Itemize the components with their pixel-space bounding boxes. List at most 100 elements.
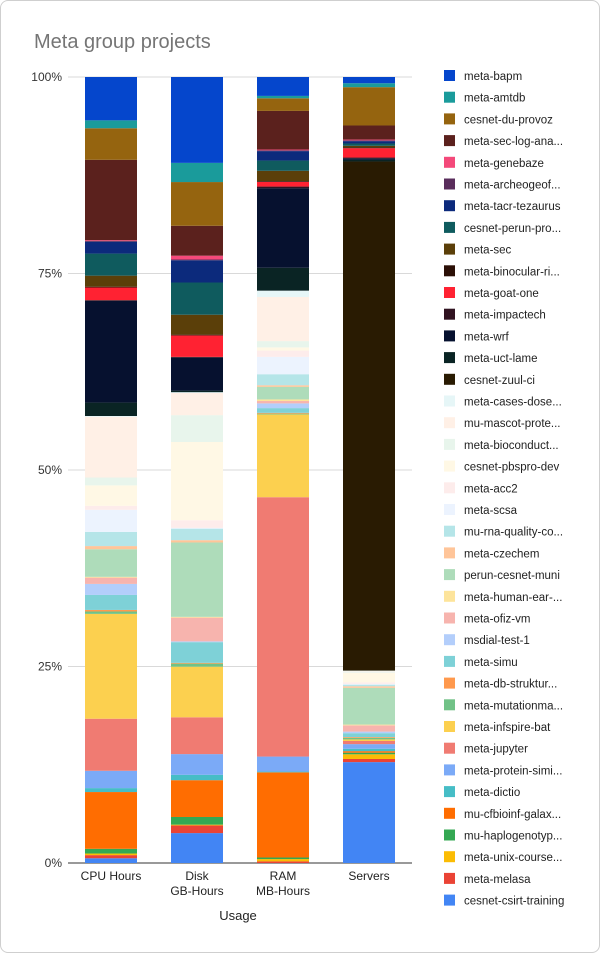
bar-segment[interactable]	[85, 611, 137, 614]
bar-segment[interactable]	[171, 663, 223, 667]
bar-segment[interactable]	[85, 286, 137, 288]
bar-segment[interactable]	[85, 583, 137, 595]
bar-segment[interactable]	[257, 267, 309, 291]
bar-segment[interactable]	[171, 540, 223, 543]
bar-segment[interactable]	[343, 683, 395, 685]
bar-segment[interactable]	[85, 416, 137, 478]
legend-item[interactable]: meta-sec-log-ana...	[444, 135, 563, 148]
legend-item[interactable]: meta-protein-simi...	[444, 764, 562, 777]
bar-segment[interactable]	[171, 282, 223, 315]
legend-item[interactable]: meta-ofiz-vm	[444, 612, 530, 626]
bar-segment[interactable]	[257, 186, 309, 189]
bar-segment[interactable]	[171, 442, 223, 521]
bar-segment[interactable]	[343, 682, 395, 684]
bar-segment[interactable]	[257, 497, 309, 757]
bar-segment[interactable]	[343, 684, 395, 687]
bar-segment[interactable]	[171, 259, 223, 261]
legend-item[interactable]: meta-dictio	[444, 786, 520, 799]
legend-item[interactable]: cesnet-du-provoz	[444, 113, 553, 126]
bar-segment[interactable]	[85, 241, 137, 254]
bar-segment[interactable]	[171, 816, 223, 825]
bar-segment[interactable]	[85, 485, 137, 506]
bar-segment[interactable]	[343, 143, 395, 146]
legend-item[interactable]: mu-haplogenotyp...	[444, 829, 562, 843]
bar-segment[interactable]	[85, 120, 137, 129]
bar-segment[interactable]	[85, 549, 137, 577]
bar-segment[interactable]	[85, 855, 137, 859]
bar-segment[interactable]	[257, 399, 309, 402]
legend-item[interactable]: meta-bioconduct...	[444, 438, 559, 452]
legend-item[interactable]: perun-cesnet-muni	[444, 569, 560, 582]
bar-segment[interactable]	[85, 505, 137, 510]
bar-segment[interactable]	[85, 402, 137, 416]
bar-segment[interactable]	[85, 594, 137, 610]
bar-segment[interactable]	[85, 609, 137, 612]
bar-segment[interactable]	[85, 415, 137, 417]
bar-segment[interactable]	[85, 275, 137, 287]
bar-segment[interactable]	[257, 188, 309, 268]
legend-item[interactable]: msdial-test-1	[444, 634, 530, 647]
bar-segment[interactable]	[257, 341, 309, 348]
legend-item[interactable]: meta-amtdb	[444, 91, 525, 105]
bar-segment[interactable]	[171, 666, 223, 718]
bar-segment[interactable]	[85, 509, 137, 532]
bar-segment[interactable]	[343, 159, 395, 162]
bar-segment[interactable]	[343, 140, 395, 142]
bar-segment[interactable]	[257, 170, 309, 182]
legend-item[interactable]: mu-cfbioinf-galax...	[444, 807, 561, 821]
legend-item[interactable]: meta-wrf	[444, 330, 510, 343]
bar-segment[interactable]	[343, 686, 395, 688]
bar-segment[interactable]	[257, 771, 309, 773]
bar-segment[interactable]	[343, 139, 395, 141]
bar-segment[interactable]	[85, 287, 137, 301]
bar-segment[interactable]	[343, 141, 395, 144]
bar-segment[interactable]	[257, 151, 309, 161]
bar-segment[interactable]	[343, 672, 395, 673]
bar-segment[interactable]	[171, 392, 223, 393]
legend-item[interactable]: meta-impactech	[444, 308, 546, 322]
bar-segment[interactable]	[343, 145, 395, 148]
bar-segment[interactable]	[85, 853, 137, 856]
bar-segment[interactable]	[343, 77, 395, 84]
bar-segment[interactable]	[343, 737, 395, 740]
bar-segment[interactable]	[343, 725, 395, 732]
bar-segment[interactable]	[257, 356, 309, 375]
bar-segment[interactable]	[343, 752, 395, 755]
bar-segment[interactable]	[85, 546, 137, 550]
bar-segment[interactable]	[85, 792, 137, 849]
legend-item[interactable]: meta-tacr-tezaurus	[444, 200, 561, 213]
bar-segment[interactable]	[171, 774, 223, 781]
bar-segment[interactable]	[257, 414, 309, 498]
bar-segment[interactable]	[85, 576, 137, 578]
bar-segment[interactable]	[85, 300, 137, 403]
legend-item[interactable]: cesnet-perun-pro...	[444, 221, 561, 235]
bar-segment[interactable]	[343, 125, 395, 140]
bar-segment[interactable]	[85, 718, 137, 771]
bar-segment[interactable]	[257, 95, 309, 99]
legend-item[interactable]: meta-db-struktur...	[444, 677, 557, 691]
bar-segment[interactable]	[343, 87, 395, 126]
bar-segment[interactable]	[343, 733, 395, 738]
bar-segment[interactable]	[85, 240, 137, 241]
bar-segment[interactable]	[343, 731, 395, 734]
bar-segment[interactable]	[257, 181, 309, 187]
bar-segment[interactable]	[171, 542, 223, 617]
bar-segment[interactable]	[171, 780, 223, 817]
bar-segment[interactable]	[85, 848, 137, 854]
bar-segment[interactable]	[257, 77, 309, 96]
bar-segment[interactable]	[171, 225, 223, 256]
bar-segment[interactable]	[85, 531, 137, 547]
bar-segment[interactable]	[257, 150, 309, 152]
bar-segment[interactable]	[257, 181, 309, 182]
legend-item[interactable]: meta-archeogeof...	[444, 178, 561, 192]
bar-segment[interactable]	[171, 641, 223, 643]
legend-item[interactable]: meta-sec	[444, 243, 512, 257]
bar-segment[interactable]	[257, 413, 309, 415]
legend-item[interactable]: meta-infspire-bat	[444, 721, 551, 734]
legend-item[interactable]: meta-uct-lame	[444, 352, 538, 365]
bar-segment[interactable]	[257, 98, 309, 111]
bar-segment[interactable]	[171, 334, 223, 336]
bar-segment[interactable]	[85, 770, 137, 789]
bar-segment[interactable]	[171, 642, 223, 663]
bar-segment[interactable]	[85, 253, 137, 276]
